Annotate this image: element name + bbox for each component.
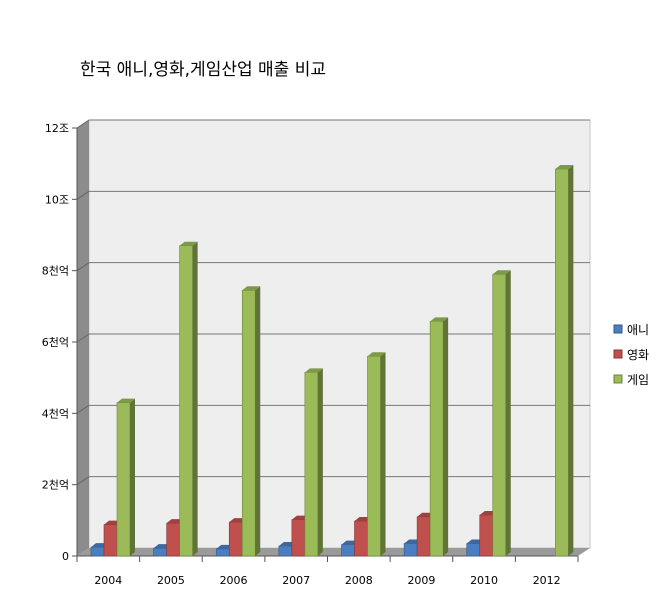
gridline-diag xyxy=(76,333,90,343)
bar-front xyxy=(403,543,418,557)
bar-front xyxy=(479,514,494,557)
bars xyxy=(90,165,574,557)
gridline-diag xyxy=(76,190,90,200)
bar-front xyxy=(354,520,368,557)
bar-front xyxy=(367,355,381,557)
bar-front xyxy=(466,543,481,557)
legend-swatch-영화 xyxy=(613,349,623,359)
bar-게임-2006 xyxy=(241,286,261,557)
bar-게임-2010 xyxy=(492,270,511,557)
gridline-diag xyxy=(76,404,90,414)
bar-top xyxy=(492,270,511,275)
legend-swatch-애니 xyxy=(613,324,623,334)
bar-top xyxy=(117,398,135,403)
x-tick-label: 2004 xyxy=(94,574,122,587)
x-tick-label: 2010 xyxy=(470,574,498,587)
chart-title: 한국 애니,영화,게임산업 매출 비교 xyxy=(80,60,326,80)
y-tick-label: 0 xyxy=(62,550,69,563)
bar-front xyxy=(416,516,431,557)
bar-front xyxy=(291,519,306,557)
y-tick-label: 12조 xyxy=(45,122,69,135)
legend-label: 영화 xyxy=(627,348,649,362)
bar-front xyxy=(153,547,167,557)
bar-top xyxy=(242,286,261,291)
legend-label: 애니 xyxy=(627,323,649,337)
y-tick-labels: 0 2천억 4천억 6천억 8천억 10조 12조 xyxy=(42,122,69,563)
bar-top xyxy=(555,165,574,170)
y-tick-label: 10조 xyxy=(45,193,69,206)
bar-front xyxy=(90,546,105,557)
gridline-diag xyxy=(76,476,90,486)
x-tick-label: 2009 xyxy=(407,574,435,587)
bar-front xyxy=(492,273,507,557)
bar-top xyxy=(430,317,449,322)
y-tick-label: 6천억 xyxy=(42,335,69,349)
bar-side xyxy=(130,398,135,556)
x-tick-labels: 2004 2005 2006 2007 2008 2009 2010 2012 xyxy=(94,574,560,587)
bar-게임-2008 xyxy=(367,352,386,557)
y-tick-label: 4천억 xyxy=(42,406,69,420)
bar-front xyxy=(228,521,243,557)
bar-side xyxy=(255,286,261,556)
gridline-diag xyxy=(76,119,90,129)
gridline-diag xyxy=(76,262,90,272)
plot-area xyxy=(77,119,591,556)
bar-side xyxy=(568,165,574,556)
x-tick-label: 2006 xyxy=(220,574,248,587)
bar-front xyxy=(555,168,569,557)
floor xyxy=(77,548,590,556)
bar-front xyxy=(278,545,293,557)
legend-swatch-게임 xyxy=(613,374,623,384)
bar-front xyxy=(241,289,256,557)
x-tick-label: 2008 xyxy=(345,574,373,587)
legend-label: 게임 xyxy=(627,373,649,387)
bar-front xyxy=(103,524,118,557)
bar-top xyxy=(367,352,386,357)
y-tick-label: 8천억 xyxy=(42,264,69,278)
bar-front xyxy=(429,321,444,557)
bar-게임-2005 xyxy=(179,241,198,557)
bar-게임-2004 xyxy=(116,398,135,557)
bar-front xyxy=(116,402,131,557)
bar-side xyxy=(505,270,511,556)
bar-side xyxy=(192,241,198,556)
bar-side xyxy=(380,352,386,556)
x-tick-label: 2007 xyxy=(282,574,310,587)
bar-게임-2012 xyxy=(555,165,574,557)
x-tick-label: 2005 xyxy=(157,574,185,587)
bar-front xyxy=(304,372,319,557)
y-tick-label: 2천억 xyxy=(42,478,69,492)
bar-front xyxy=(215,548,230,557)
bar-front xyxy=(341,544,355,557)
bar-게임-2007 xyxy=(304,368,323,557)
x-tick-label: 2012 xyxy=(533,574,561,587)
bar-top xyxy=(304,368,323,373)
bar-top xyxy=(179,241,198,246)
bar-게임-2009 xyxy=(429,317,449,557)
bar-side xyxy=(443,317,449,556)
bar-front xyxy=(166,522,180,557)
bar-front xyxy=(179,245,193,557)
bar-side xyxy=(317,368,323,556)
